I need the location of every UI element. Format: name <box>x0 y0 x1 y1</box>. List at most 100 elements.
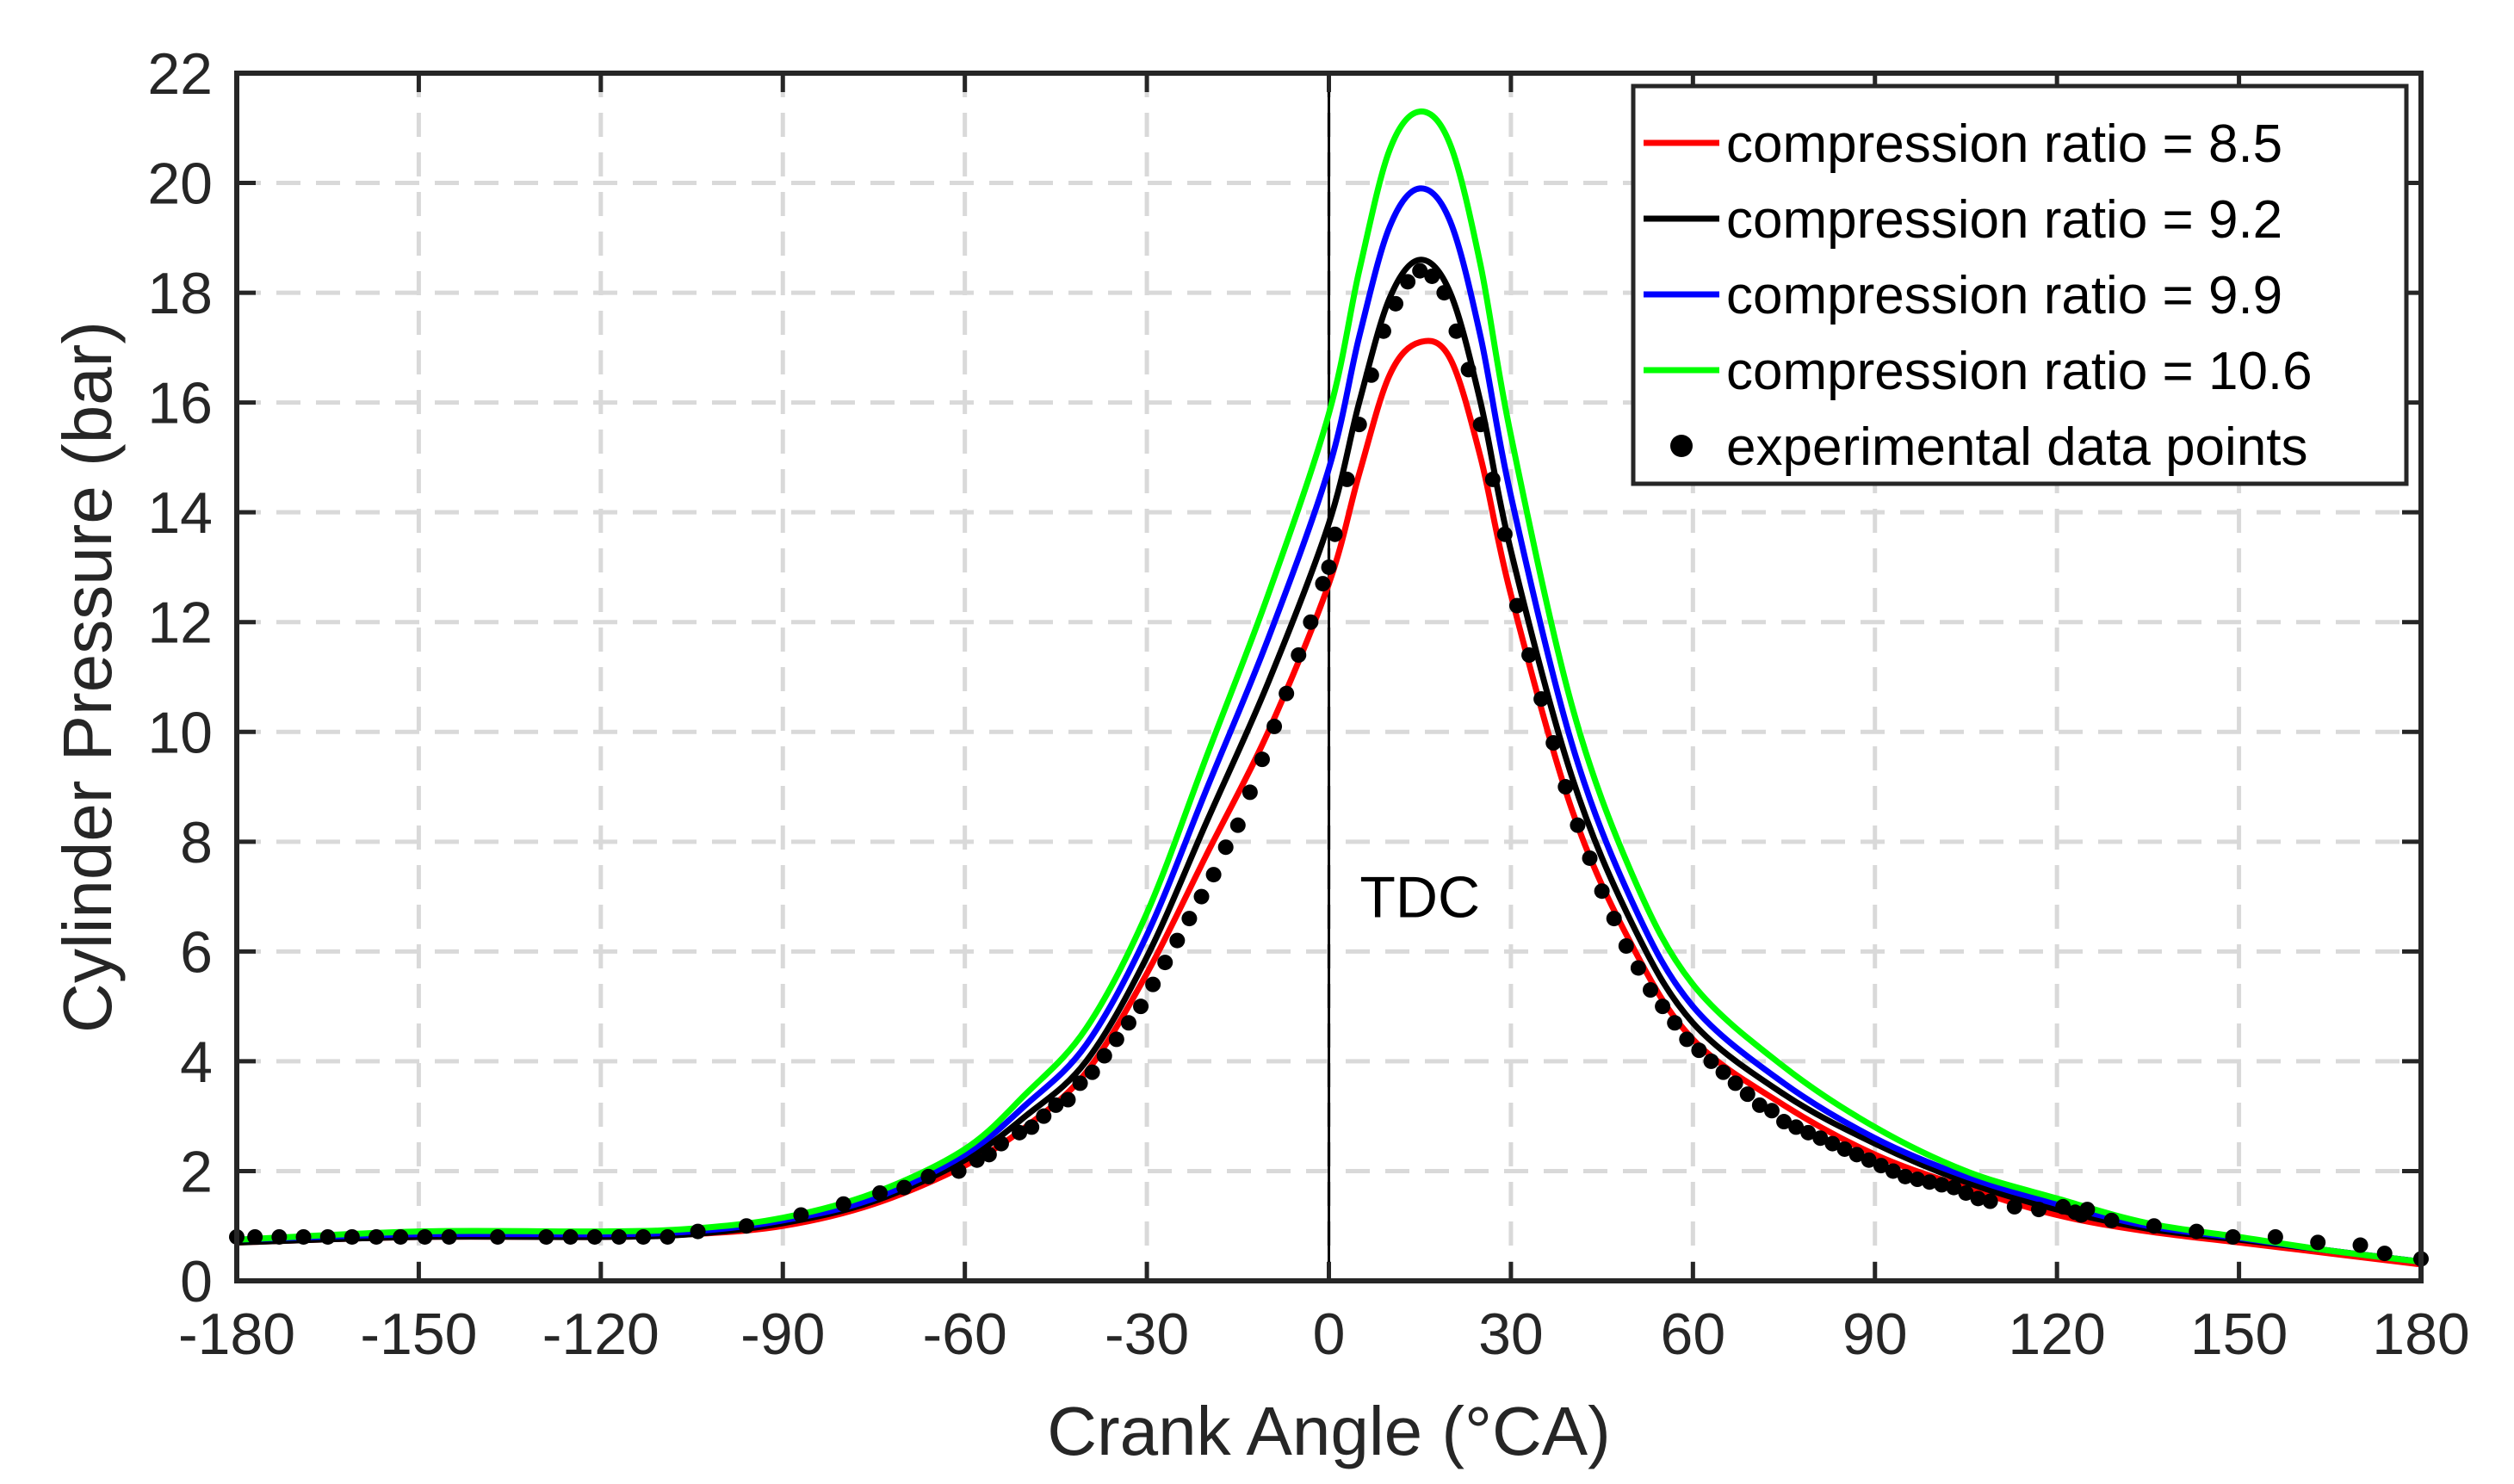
data-point <box>586 1228 603 1245</box>
data-point <box>738 1218 754 1234</box>
data-point <box>2031 1202 2047 1218</box>
data-point <box>1788 1119 1805 1135</box>
data-point <box>2376 1246 2393 1262</box>
y-tick-label: 6 <box>180 919 213 985</box>
data-point <box>1351 417 1367 433</box>
data-point <box>1776 1114 1793 1130</box>
data-point <box>981 1147 997 1163</box>
legend-label-0: compression ratio = 8.5 <box>1726 114 2282 174</box>
data-point <box>1412 263 1428 279</box>
data-point <box>1739 1086 1755 1103</box>
data-point <box>1315 576 1331 592</box>
data-point <box>1958 1184 1974 1201</box>
data-point <box>490 1228 506 1245</box>
data-point <box>1715 1064 1731 1080</box>
data-point <box>969 1152 985 1168</box>
data-point <box>2189 1223 2205 1240</box>
data-point <box>1400 274 1416 290</box>
data-point <box>2146 1218 2162 1234</box>
y-tick-label: 12 <box>147 591 213 656</box>
data-point <box>1691 1042 1707 1059</box>
data-point <box>1824 1135 1841 1152</box>
annotation-tdc: TDC <box>1359 865 1480 931</box>
data-point <box>1060 1091 1076 1108</box>
data-point <box>1460 362 1477 378</box>
data-point <box>2079 1202 2096 1218</box>
y-tick-label: 18 <box>147 261 213 326</box>
data-point <box>872 1184 889 1201</box>
data-point <box>417 1228 433 1245</box>
data-point <box>1291 646 1307 663</box>
data-point <box>1279 685 1295 702</box>
data-point <box>393 1228 409 1245</box>
legend-label-1: compression ratio = 9.2 <box>1726 190 2282 250</box>
y-tick-label: 10 <box>147 700 213 765</box>
y-tick-label: 22 <box>147 41 213 107</box>
data-point <box>1448 323 1464 339</box>
data-point <box>1946 1179 1962 1196</box>
data-point <box>1375 323 1391 339</box>
data-point <box>610 1228 627 1245</box>
data-point <box>1157 955 1173 971</box>
x-tick-label: 120 <box>2008 1302 2105 1367</box>
data-point <box>1145 976 1161 992</box>
data-point <box>2352 1237 2368 1253</box>
data-point <box>920 1168 937 1184</box>
data-point <box>319 1228 336 1245</box>
data-point <box>635 1228 652 1245</box>
data-point <box>1327 526 1343 542</box>
data-point <box>1922 1174 1938 1190</box>
data-point <box>1606 911 1622 927</box>
x-tick-label: 180 <box>2372 1302 2469 1367</box>
data-point <box>1751 1097 1768 1113</box>
data-point <box>2225 1228 2241 1245</box>
data-point <box>1897 1168 1913 1184</box>
data-point <box>1472 417 1489 433</box>
data-point <box>1024 1119 1040 1135</box>
data-point <box>344 1228 360 1245</box>
series-group <box>229 108 2429 1268</box>
data-point <box>1388 295 1404 312</box>
x-axis-label: Crank Angle (°CA) <box>1047 1393 1610 1469</box>
data-point <box>1848 1147 1865 1163</box>
legend-swatch-4 <box>1670 435 1693 457</box>
data-point <box>1321 559 1337 575</box>
legend: compression ratio = 8.5 compression ratio… <box>1631 83 2409 486</box>
data-point <box>1763 1103 1780 1119</box>
data-point <box>562 1228 579 1245</box>
data-point <box>2103 1212 2120 1228</box>
y-tick-label: 0 <box>180 1249 213 1314</box>
series-points-4 <box>229 263 2429 1267</box>
data-point <box>1667 1015 1683 1031</box>
data-point <box>793 1207 809 1223</box>
legend-box <box>1631 83 2409 486</box>
data-point <box>1812 1130 1829 1147</box>
x-tick-label: -90 <box>740 1302 825 1367</box>
x-tick-label: -180 <box>178 1302 295 1367</box>
data-point <box>1582 850 1598 866</box>
x-tick-label: 60 <box>1661 1302 1726 1367</box>
data-point <box>1970 1190 1986 1207</box>
x-tick-label: 150 <box>2190 1302 2288 1367</box>
data-point <box>295 1228 312 1245</box>
legend-label-3: compression ratio = 10.6 <box>1726 342 2313 401</box>
data-point <box>271 1228 288 1245</box>
data-point <box>1545 735 1562 751</box>
data-point <box>1193 888 1210 905</box>
data-point <box>1655 999 1671 1015</box>
y-tick-label: 16 <box>147 371 213 436</box>
tick-labels: -180 -150 -120 -90 -60 -30 0 30 60 90 120 150 180 0 2 4… <box>147 41 2469 1367</box>
x-tick-label: -30 <box>1105 1302 1189 1367</box>
x-tick-label: 0 <box>1313 1302 1346 1367</box>
y-tick-label: 2 <box>180 1139 213 1204</box>
data-point <box>1630 960 1646 976</box>
data-point <box>1169 932 1186 949</box>
data-point <box>1873 1158 1889 1174</box>
data-point <box>1205 867 1222 883</box>
legend-label-2: compression ratio = 9.9 <box>1726 266 2282 325</box>
data-point <box>1885 1163 1901 1179</box>
data-point <box>1521 646 1538 663</box>
x-tick-label: -120 <box>542 1302 659 1367</box>
data-point <box>1072 1075 1088 1091</box>
data-point <box>1800 1124 1817 1141</box>
